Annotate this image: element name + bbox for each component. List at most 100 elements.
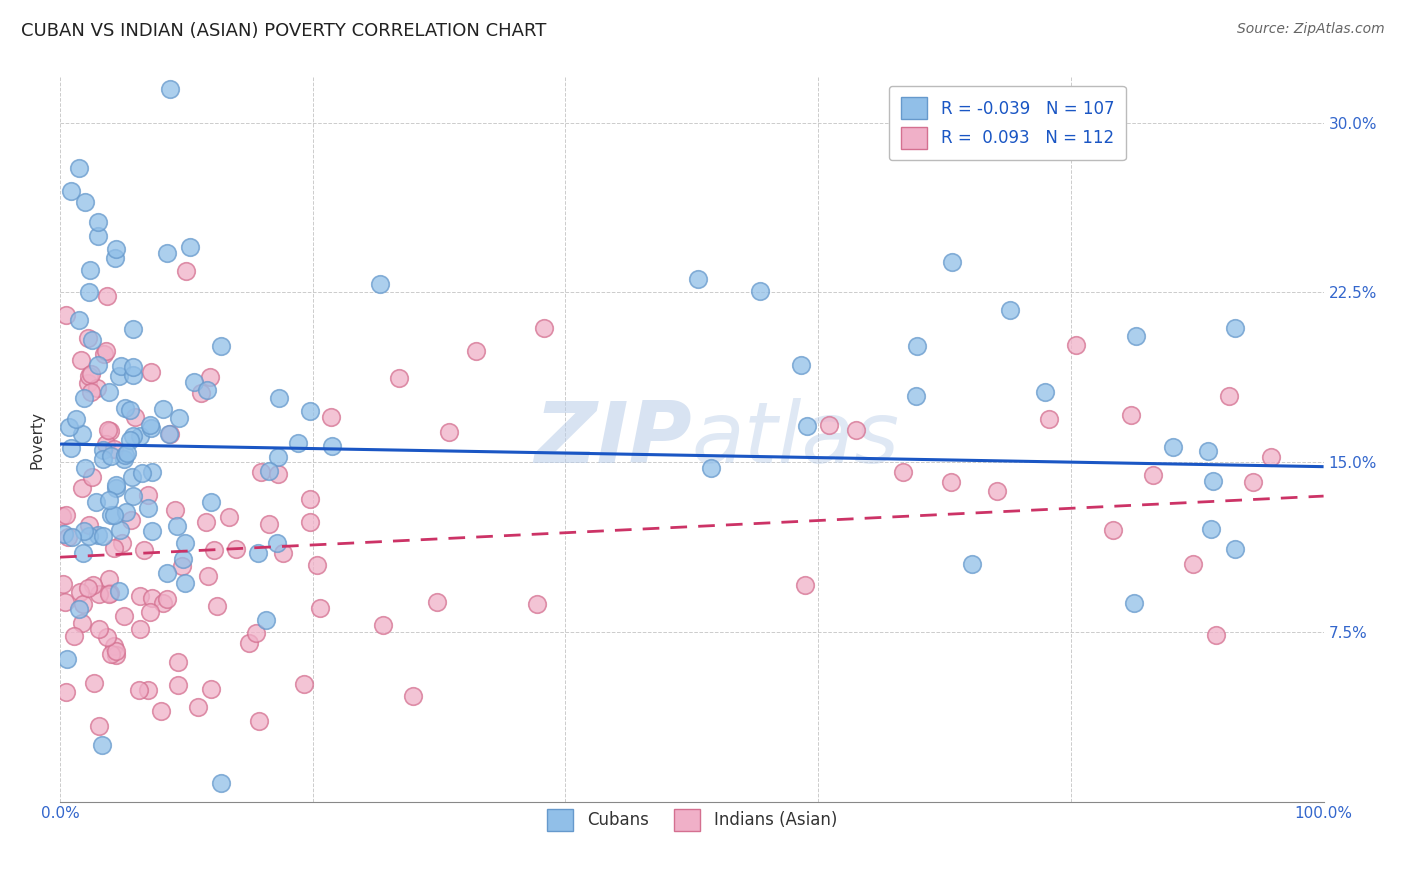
Legend: Cubans, Indians (Asian): Cubans, Indians (Asian) bbox=[533, 796, 851, 844]
Point bbox=[464, 343, 486, 358]
Point bbox=[70, 616, 93, 631]
Text: ZIP: ZIP bbox=[534, 398, 692, 481]
Point bbox=[73, 392, 96, 406]
Point bbox=[299, 515, 322, 529]
Point bbox=[97, 423, 120, 437]
Point bbox=[174, 536, 197, 550]
Point bbox=[173, 576, 195, 591]
Point bbox=[1199, 522, 1222, 536]
Point bbox=[129, 428, 152, 442]
Point bbox=[77, 517, 100, 532]
Point bbox=[1201, 475, 1223, 489]
Point bbox=[77, 581, 100, 595]
Point bbox=[1218, 389, 1240, 403]
Point bbox=[200, 681, 222, 696]
Point bbox=[257, 516, 280, 531]
Point bbox=[1197, 444, 1219, 458]
Point bbox=[89, 622, 111, 636]
Point bbox=[96, 437, 118, 451]
Point bbox=[136, 500, 159, 515]
Point bbox=[1033, 385, 1056, 400]
Point bbox=[141, 524, 163, 538]
Point bbox=[156, 592, 179, 607]
Point bbox=[1064, 338, 1087, 352]
Point bbox=[86, 381, 108, 395]
Point bbox=[87, 528, 110, 542]
Point bbox=[292, 677, 315, 691]
Point bbox=[790, 358, 813, 372]
Point bbox=[73, 524, 96, 538]
Point bbox=[56, 652, 79, 666]
Point bbox=[699, 461, 721, 475]
Point bbox=[115, 446, 138, 460]
Point bbox=[87, 215, 110, 229]
Point bbox=[136, 488, 159, 502]
Point bbox=[114, 401, 136, 416]
Point bbox=[218, 509, 240, 524]
Point bbox=[110, 359, 132, 374]
Point bbox=[179, 240, 201, 254]
Point bbox=[77, 529, 100, 543]
Point bbox=[267, 467, 290, 482]
Point bbox=[112, 609, 135, 624]
Point bbox=[941, 254, 963, 268]
Point bbox=[87, 358, 110, 372]
Point bbox=[818, 418, 841, 433]
Point bbox=[1038, 412, 1060, 426]
Point bbox=[82, 333, 104, 347]
Point bbox=[371, 618, 394, 632]
Point bbox=[53, 527, 76, 541]
Point bbox=[157, 427, 180, 442]
Point bbox=[152, 596, 174, 610]
Point bbox=[238, 636, 260, 650]
Point bbox=[749, 284, 772, 298]
Point bbox=[100, 508, 122, 522]
Point bbox=[104, 252, 127, 266]
Point bbox=[257, 464, 280, 478]
Point bbox=[58, 420, 80, 434]
Point bbox=[70, 427, 93, 442]
Point bbox=[156, 566, 179, 580]
Point bbox=[1260, 450, 1282, 464]
Point bbox=[141, 465, 163, 479]
Point bbox=[245, 625, 267, 640]
Point bbox=[91, 529, 114, 543]
Point bbox=[152, 401, 174, 416]
Point bbox=[103, 508, 125, 522]
Text: Source: ZipAtlas.com: Source: ZipAtlas.com bbox=[1237, 22, 1385, 37]
Point bbox=[796, 419, 818, 434]
Point bbox=[59, 442, 82, 456]
Point bbox=[225, 542, 247, 557]
Point bbox=[1142, 468, 1164, 483]
Point bbox=[67, 161, 90, 175]
Point bbox=[1161, 440, 1184, 454]
Point bbox=[87, 719, 110, 733]
Point bbox=[141, 365, 163, 379]
Point bbox=[70, 481, 93, 495]
Point bbox=[82, 578, 104, 592]
Point bbox=[254, 614, 277, 628]
Point bbox=[939, 475, 962, 490]
Point bbox=[80, 470, 103, 484]
Point bbox=[107, 584, 129, 599]
Point bbox=[122, 429, 145, 443]
Point bbox=[104, 644, 127, 658]
Point bbox=[77, 331, 100, 345]
Point bbox=[426, 595, 449, 609]
Point bbox=[1000, 303, 1022, 318]
Point bbox=[905, 389, 928, 403]
Point bbox=[172, 559, 194, 574]
Point bbox=[129, 589, 152, 603]
Point bbox=[87, 587, 110, 601]
Point bbox=[55, 685, 77, 699]
Point bbox=[167, 411, 190, 425]
Point bbox=[77, 285, 100, 300]
Point bbox=[266, 536, 288, 550]
Point bbox=[321, 439, 343, 453]
Point bbox=[845, 423, 868, 437]
Point bbox=[309, 600, 332, 615]
Point bbox=[55, 308, 77, 322]
Point bbox=[67, 312, 90, 326]
Point bbox=[1205, 627, 1227, 641]
Point bbox=[91, 443, 114, 458]
